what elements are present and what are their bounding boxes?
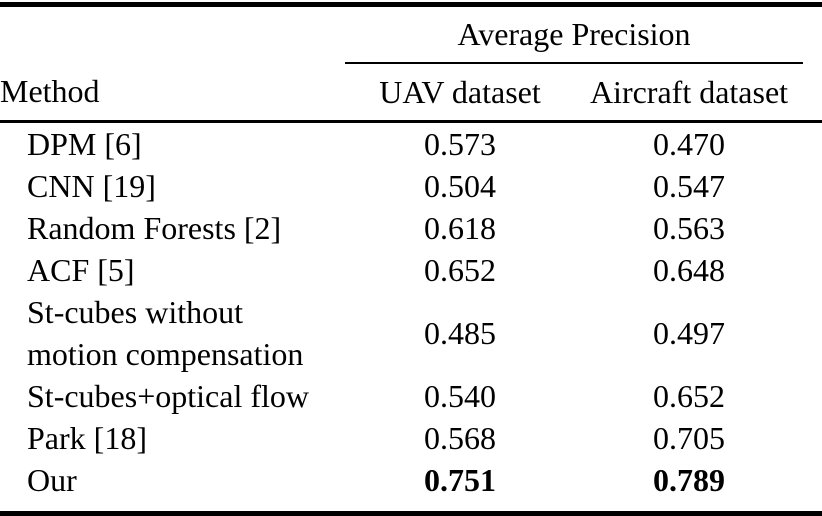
- table-row: St-cubes without motion compensation 0.4…: [0, 291, 822, 375]
- table-row: ACF [5] 0.652 0.648: [0, 249, 822, 291]
- aircraft-value-cell: 0.705: [653, 420, 725, 456]
- method-cell: Our: [27, 462, 77, 498]
- uav-value-cell: 0.751: [424, 462, 496, 498]
- uav-value-cell: 0.618: [424, 210, 496, 246]
- spacer-cell: [803, 5, 822, 64]
- table-row: CNN [19] 0.504 0.547: [0, 165, 822, 207]
- spacer-cell: [803, 165, 822, 207]
- method-cell: ACF [5]: [27, 252, 135, 288]
- uav-value-cell: 0.568: [424, 420, 496, 456]
- spacer-cell: [803, 291, 822, 375]
- spacer-cell: [803, 249, 822, 291]
- table-row: Park [18] 0.568 0.705: [0, 417, 822, 459]
- method-cell: Random Forests [2]: [27, 210, 282, 246]
- table-row: Random Forests [2] 0.618 0.563: [0, 207, 822, 249]
- aircraft-value-cell: 0.648: [653, 252, 725, 288]
- table-row: DPM [6] 0.573 0.470: [0, 122, 822, 166]
- table-row: Our 0.751 0.789: [0, 459, 822, 514]
- aircraft-value-cell: 0.563: [653, 210, 725, 246]
- uav-value-cell: 0.573: [424, 126, 496, 162]
- aircraft-value-cell: 0.547: [653, 168, 725, 204]
- aircraft-value-cell: 0.470: [653, 126, 725, 162]
- span-header-average-precision: Average Precision: [345, 4, 803, 64]
- uav-value-cell: 0.485: [424, 315, 496, 351]
- column-header-uav-dataset: UAV dataset: [345, 63, 575, 123]
- method-cell: St-cubes+optical flow: [27, 378, 309, 414]
- table-row: St-cubes+optical flow 0.540 0.652: [0, 375, 822, 417]
- aircraft-value-cell: 0.497: [653, 315, 725, 351]
- span-header-row: Average Precision: [0, 4, 822, 64]
- column-header-method: Method: [0, 63, 345, 123]
- aircraft-value-cell: 0.789: [653, 462, 725, 498]
- uav-value-cell: 0.540: [424, 378, 496, 414]
- spacer-cell: [803, 417, 822, 459]
- spacer-cell: [803, 375, 822, 417]
- spacer-cell: [0, 5, 345, 64]
- spacer-cell: [803, 122, 822, 166]
- spacer-cell: [803, 459, 822, 514]
- column-header-row: Method UAV dataset Aircraft dataset: [0, 63, 822, 123]
- method-cell: St-cubes without motion compensation: [27, 294, 304, 372]
- method-cell: Park [18]: [27, 420, 147, 456]
- column-header-aircraft-dataset: Aircraft dataset: [575, 63, 803, 123]
- aircraft-value-cell: 0.652: [653, 378, 725, 414]
- method-cell: DPM [6]: [27, 126, 142, 162]
- method-cell: CNN [19]: [27, 168, 156, 204]
- uav-value-cell: 0.504: [424, 168, 496, 204]
- spacer-cell: [803, 63, 822, 123]
- uav-value-cell: 0.652: [424, 252, 496, 288]
- spacer-cell: [803, 207, 822, 249]
